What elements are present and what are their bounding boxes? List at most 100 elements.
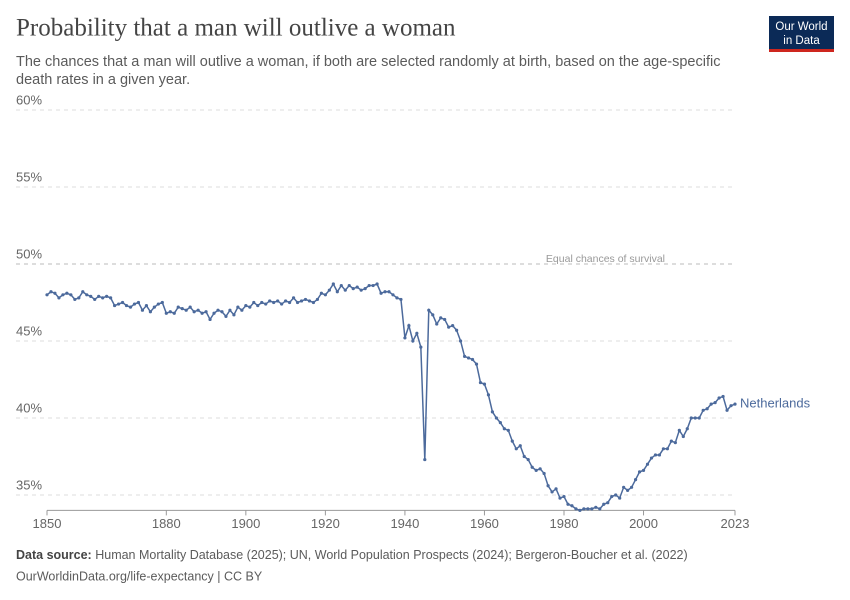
data-point: [53, 291, 57, 295]
data-point: [653, 453, 658, 457]
data-point: [140, 308, 145, 312]
data-point: [403, 336, 407, 340]
data-point: [156, 302, 160, 306]
data-point: [45, 293, 49, 297]
data-point: [355, 285, 359, 289]
data-point: [61, 293, 65, 297]
data-point: [458, 339, 463, 343]
data-point: [725, 408, 729, 412]
subtitle: death rates in a given year.: [16, 72, 190, 88]
data-point: [713, 401, 717, 405]
data-point: [550, 490, 554, 494]
data-point: [291, 296, 296, 300]
y-tick-label: 45%: [16, 323, 42, 338]
data-point: [212, 311, 216, 315]
data-point: [116, 302, 121, 306]
data-point: [717, 396, 721, 400]
data-point: [136, 300, 141, 305]
data-point: [411, 339, 415, 343]
logo-stripe: [769, 49, 834, 52]
data-point: [598, 507, 602, 511]
data-point: [256, 303, 260, 308]
data-point: [272, 300, 276, 305]
data-point: [482, 382, 487, 386]
data-point: [415, 331, 419, 335]
chart-title: Probability that a man will outlive a wo…: [16, 15, 456, 42]
data-point: [184, 308, 188, 312]
data-point: [645, 462, 650, 466]
data-point: [538, 467, 542, 471]
data-point: [284, 299, 288, 303]
data-point: [105, 294, 109, 298]
data-point: [526, 457, 530, 462]
data-point: [383, 290, 387, 294]
data-point: [486, 393, 491, 397]
data-point: [697, 416, 701, 420]
data-point: [466, 356, 471, 360]
footer: OurWorldinData.org/life-expectancy | CC …: [16, 569, 263, 583]
data-point: [546, 484, 550, 488]
data-point: [168, 310, 172, 314]
data-point: [534, 468, 538, 472]
data-point: [673, 441, 677, 445]
data-point: [204, 310, 208, 314]
data-point: [248, 305, 252, 309]
data-point: [97, 294, 101, 298]
data-point: [49, 290, 53, 294]
y-tick-label: 40%: [16, 400, 42, 415]
data-point: [73, 297, 77, 302]
data-point: [252, 300, 256, 305]
data-point: [260, 300, 264, 305]
data-point: [335, 290, 339, 294]
data-point: [637, 470, 642, 474]
data-point: [661, 447, 666, 451]
data-point: [57, 296, 61, 300]
data-point: [407, 324, 411, 328]
data-point: [570, 504, 574, 508]
logo-text: Our World: [775, 21, 827, 33]
data-point: [148, 310, 152, 314]
data-point: [244, 303, 248, 308]
data-point: [347, 283, 351, 288]
data-point: [470, 357, 475, 362]
data-point: [343, 288, 347, 292]
data-point: [693, 416, 697, 420]
y-tick-label: 60%: [16, 92, 42, 107]
x-tick-label: 1900: [231, 516, 260, 531]
data-point: [339, 283, 343, 288]
data-point: [120, 300, 125, 305]
data-point: [109, 296, 113, 300]
subtitle: The chances that a man will outlive a wo…: [16, 54, 720, 70]
data-point: [435, 322, 439, 326]
data-point: [240, 308, 244, 312]
data-point: [387, 290, 391, 294]
data-point: [192, 310, 196, 314]
data-point: [530, 465, 534, 469]
data-point: [208, 317, 212, 322]
data-point: [689, 416, 693, 420]
data-point: [379, 291, 383, 295]
data-point: [280, 302, 284, 306]
data-point: [327, 288, 331, 292]
data-point: [196, 308, 200, 312]
data-point: [578, 508, 582, 512]
data-point: [144, 303, 149, 308]
data-point: [630, 485, 634, 489]
data-point: [85, 293, 89, 297]
data-point: [657, 453, 662, 457]
data-point: [478, 380, 483, 385]
logo[interactable]: [769, 16, 834, 52]
data-point: [423, 457, 427, 462]
data-point: [391, 293, 395, 297]
data-point: [701, 408, 705, 412]
data-point: [375, 282, 379, 286]
data-point: [586, 507, 590, 511]
data-point: [490, 410, 495, 414]
data-point: [626, 488, 630, 492]
data-point: [665, 447, 669, 451]
data-point: [574, 507, 578, 511]
x-tick-label: 1850: [33, 516, 62, 531]
data-point: [128, 305, 133, 309]
data-point: [268, 299, 272, 303]
data-point: [101, 296, 105, 300]
